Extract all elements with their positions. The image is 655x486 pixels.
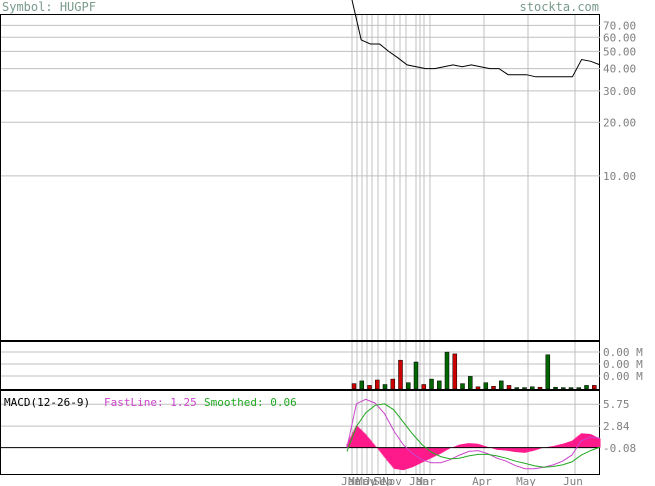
volume-panel: 0.00 M0.00 M0.00 M (0, 341, 643, 390)
volume-bar (460, 383, 465, 390)
volume-bars (351, 351, 597, 390)
symbol-value: HUGPF (59, 0, 96, 14)
x-tick-label: Sep (373, 475, 393, 486)
macd-tick-label: -0.08 (603, 442, 636, 455)
volume-bar (561, 387, 566, 390)
price-tick-label: 40.00 (603, 63, 636, 76)
volume-bar (592, 385, 597, 390)
volume-tick-label: 0.00 M (603, 358, 643, 371)
price-grid (1, 15, 600, 340)
volume-bar (390, 378, 396, 390)
volume-bar (406, 382, 411, 390)
volume-bar (568, 387, 574, 390)
volume-bar (444, 351, 450, 390)
macd-title: MACD(12-26-9) (4, 396, 90, 409)
volume-bar (499, 380, 504, 390)
price-tick-label: 30.00 (603, 85, 636, 98)
macd-smoothed-line (346, 403, 601, 468)
volume-bar (437, 380, 442, 390)
volume-bar (351, 383, 357, 390)
x-tick-label: Jan (341, 475, 361, 486)
macd-panel: 5.75 2.84 -0.08 MACD(12-26-9) FastLine: 1.… (0, 390, 636, 475)
x-tick-label: Mar (348, 475, 368, 486)
macd-tick-label: 5.75 (603, 398, 630, 411)
volume-bar (398, 359, 403, 390)
macd-panel-frame (0, 390, 600, 475)
volume-bar (421, 384, 427, 390)
x-tick-label: May (516, 475, 536, 486)
x-tick-label: May (356, 475, 376, 486)
volume-bar (537, 386, 543, 390)
macd-smoothed-label: Smoothed: 0.06 (204, 396, 297, 409)
site-name: stockta.com (519, 0, 599, 14)
price-tick-label: 20.00 (603, 116, 636, 129)
macd-tick-label: 2.84 (603, 420, 630, 433)
price-tick-label: 70.00 (603, 19, 636, 32)
symbol-label: Symbol: (2, 0, 53, 14)
volume-bar (584, 385, 589, 390)
x-tick-label: Jun (563, 475, 583, 486)
macd-y-axis: 5.75 2.84 -0.08 (603, 398, 636, 455)
symbol-header: Symbol: HUGPF (2, 0, 96, 14)
volume-bar (429, 378, 434, 390)
volume-bar (576, 387, 582, 390)
volume-bar (452, 353, 458, 390)
volume-bar (483, 382, 489, 390)
volume-bar (413, 361, 419, 390)
volume-grid (1, 342, 600, 389)
macd-fast-label: FastLine: 1.25 (104, 396, 197, 409)
volume-y-axis: 0.00 M0.00 M0.00 M (603, 346, 643, 383)
volume-tick-label: 0.00 M (603, 370, 643, 383)
volume-bar (359, 380, 365, 390)
price-panel-frame (0, 14, 600, 341)
x-tick-label: Nov (382, 475, 402, 486)
price-tick-label: 50.00 (603, 45, 636, 58)
price-tick-label: 60.00 (603, 31, 636, 44)
x-tick-label: Apr (472, 475, 492, 486)
volume-bar (530, 386, 535, 390)
volume-tick-label: 0.00 M (603, 346, 643, 359)
macd-fast-line (346, 398, 601, 470)
x-tick-label: Mar (416, 475, 436, 486)
volume-bar (522, 387, 527, 390)
volume-bar (491, 386, 496, 390)
volume-bar (506, 385, 512, 390)
volume-bar (514, 387, 520, 390)
volume-bar (545, 354, 551, 390)
volume-bar (367, 385, 372, 390)
volume-bar (475, 386, 481, 390)
volume-bar (382, 384, 388, 390)
macd-histogram (346, 425, 601, 471)
price-line (351, 0, 601, 78)
x-tick-label: Jul (364, 475, 384, 486)
volume-bar (468, 376, 473, 390)
x-tick-label: Jan (409, 475, 429, 486)
volume-bar (553, 386, 558, 390)
price-tick-label: 10.00 (603, 170, 636, 183)
volume-panel-frame (0, 341, 600, 390)
volume-bar (375, 379, 380, 390)
